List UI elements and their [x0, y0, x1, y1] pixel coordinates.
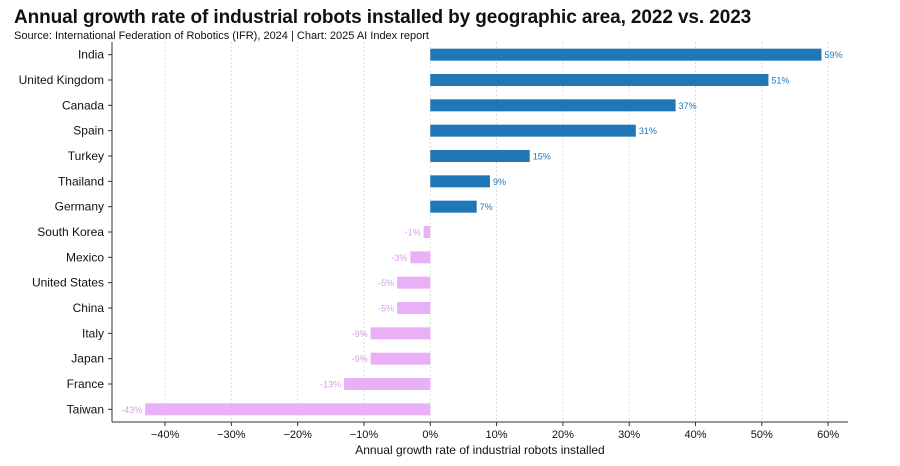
data-label: 15%: [533, 152, 551, 162]
x-tick-label: 60%: [817, 429, 839, 441]
data-label: 59%: [824, 50, 842, 60]
x-tick-label: −20%: [283, 429, 312, 441]
data-label: 7%: [480, 202, 493, 212]
bar-india: [430, 48, 822, 61]
bar-china: [397, 302, 431, 314]
category-label: Spain: [73, 124, 104, 138]
category-label: Italy: [82, 326, 104, 340]
data-label: -5%: [378, 278, 394, 288]
bar-france: [344, 378, 431, 390]
data-label: 51%: [771, 76, 789, 86]
x-tick-label: 10%: [486, 429, 508, 441]
data-label: -9%: [352, 329, 368, 339]
bar-thailand: [430, 175, 490, 188]
x-tick-label: 20%: [552, 429, 574, 441]
chart-title: Annual growth rate of industrial robots …: [14, 7, 752, 28]
bar-canada: [430, 99, 676, 112]
category-label: Turkey: [68, 149, 104, 163]
category-label: China: [73, 301, 105, 315]
data-label: 9%: [493, 177, 506, 187]
data-label: -13%: [320, 380, 341, 390]
x-tick-label: 50%: [751, 429, 773, 441]
x-tick-label: −40%: [151, 429, 180, 441]
x-tick-label: −30%: [217, 429, 246, 441]
bar-south-korea: [423, 226, 431, 238]
bar-united-states: [397, 276, 431, 289]
data-label: -9%: [352, 354, 368, 364]
category-label: Mexico: [66, 250, 104, 264]
category-label: Japan: [71, 352, 104, 366]
data-label: -3%: [391, 253, 407, 263]
bar-germany: [430, 200, 477, 213]
bar-united-kingdom: [430, 74, 769, 86]
bar-japan: [370, 352, 431, 365]
bar-turkey: [430, 150, 530, 162]
data-label: 37%: [679, 101, 697, 111]
x-tick-label: 30%: [618, 429, 640, 441]
category-label: South Korea: [37, 225, 104, 239]
data-label: 31%: [639, 126, 657, 136]
data-label: -43%: [121, 405, 142, 415]
x-tick-label: 40%: [684, 429, 706, 441]
x-tick-label: 0%: [422, 429, 438, 441]
data-label: -5%: [378, 304, 394, 314]
bar-italy: [370, 327, 431, 340]
bar-mexico: [410, 251, 431, 264]
bar-taiwan: [145, 403, 431, 416]
chart-subtitle: Source: International Federation of Robo…: [14, 30, 429, 42]
category-label: France: [67, 377, 105, 391]
category-label: Germany: [55, 200, 104, 214]
category-label: India: [78, 48, 104, 62]
category-label: Thailand: [58, 174, 104, 188]
category-label: Canada: [62, 98, 104, 112]
category-label: United Kingdom: [19, 73, 104, 87]
bar-spain: [430, 124, 636, 137]
x-tick-label: −10%: [350, 429, 379, 441]
data-label: -1%: [405, 228, 421, 238]
x-axis-title: Annual growth rate of industrial robots …: [355, 443, 604, 457]
category-label: United States: [32, 276, 104, 290]
category-label: Taiwan: [67, 402, 104, 416]
